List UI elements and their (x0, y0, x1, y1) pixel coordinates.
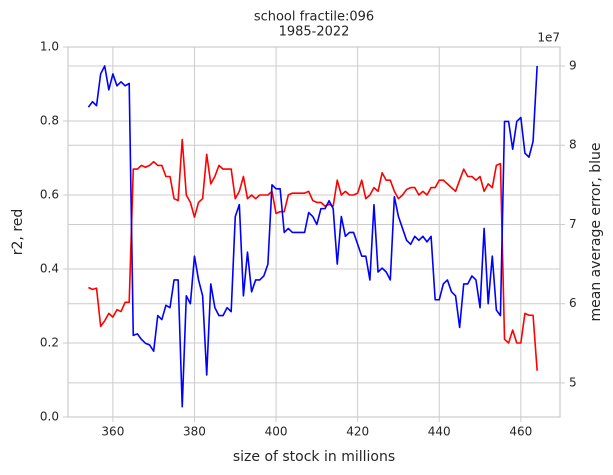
y-tick-label: 0.0 (40, 410, 59, 424)
y-tick-label: 0.2 (40, 336, 59, 350)
chart-title: school fractile:096 (254, 10, 374, 25)
x-axis-label: size of stock in millions (233, 449, 395, 465)
y2-tick-label: 9 (569, 59, 577, 73)
y2-tick-label: 8 (569, 138, 577, 152)
y2-tick-label: 7 (569, 217, 577, 231)
x-tick-label: 420 (346, 425, 369, 439)
y2-tick-label: 6 (569, 296, 577, 310)
x-tick-label: 460 (509, 425, 532, 439)
plot-frame (67, 46, 561, 418)
y2-axis-label: mean average error, blue (588, 143, 604, 322)
y2-offset-label: 1e7 (537, 31, 560, 45)
y-tick-label: 1.0 (40, 40, 59, 54)
x-tick-label: 440 (428, 425, 451, 439)
y-tick-label: 0.8 (40, 114, 59, 128)
chart-subtitle: 1985-2022 (279, 25, 350, 40)
y-axis-label: r2, red (10, 209, 26, 256)
y-tick-label: 0.6 (40, 188, 59, 202)
y-tick-label: 0.4 (40, 262, 59, 276)
y2-tick-label: 5 (569, 375, 577, 389)
x-tick-label: 360 (101, 425, 124, 439)
series-line (88, 138, 538, 371)
x-tick-label: 400 (265, 425, 288, 439)
x-tick-label: 380 (183, 425, 206, 439)
series-line (87, 65, 538, 408)
